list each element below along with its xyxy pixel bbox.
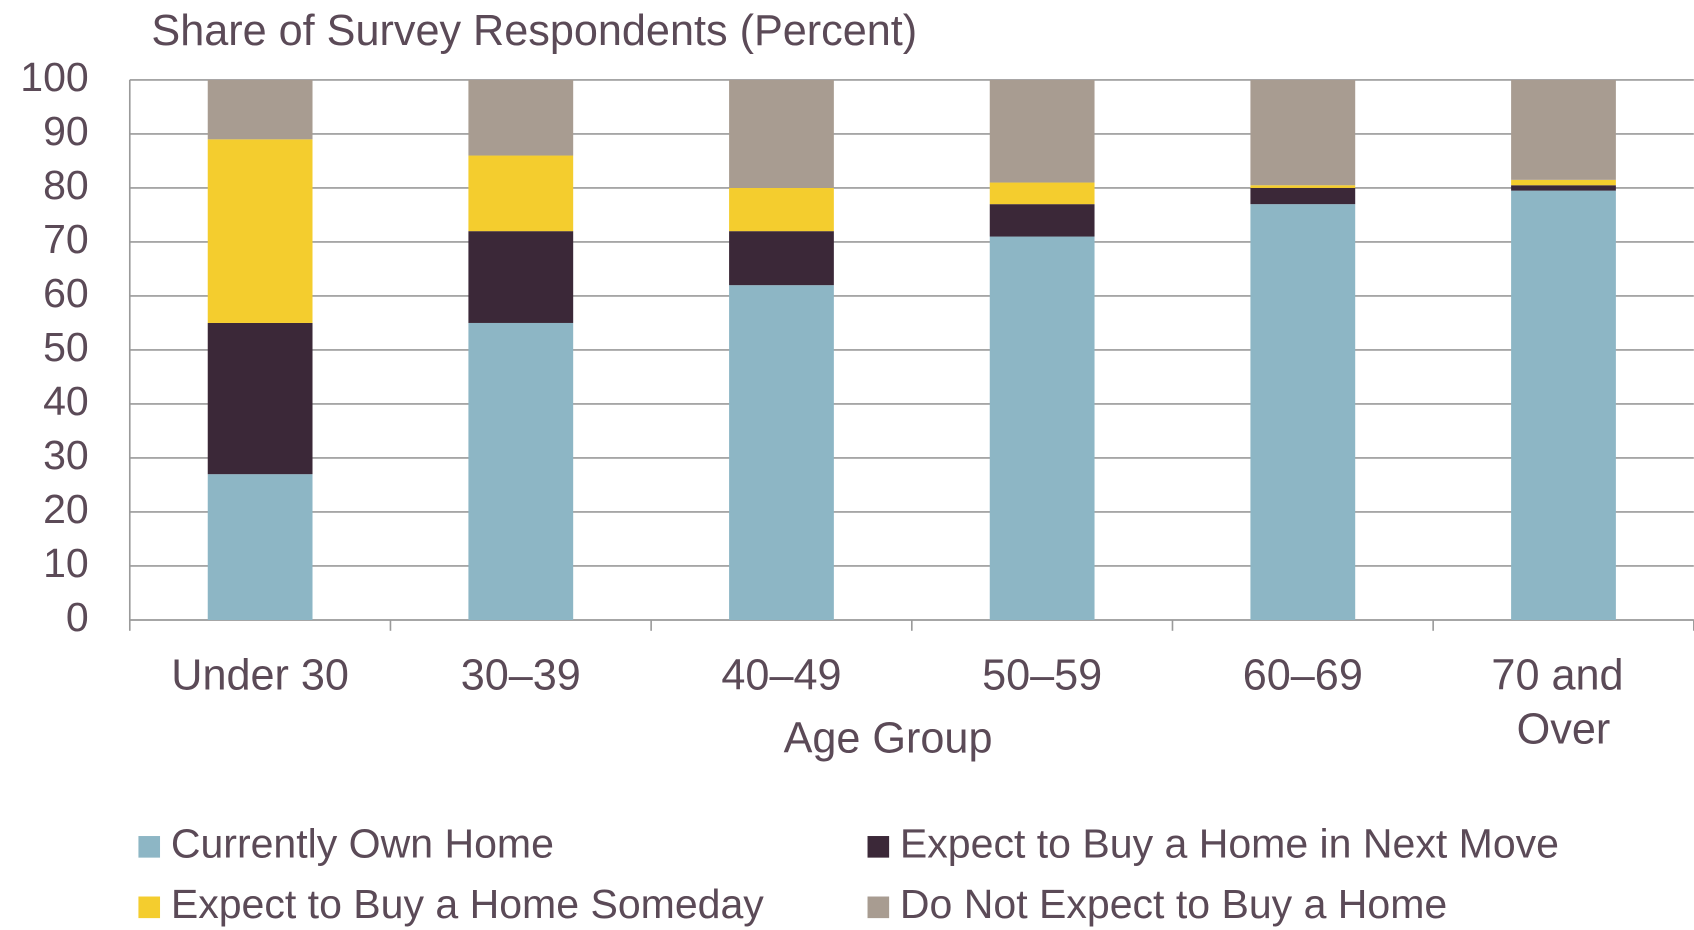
x-tick-label: 50–59	[982, 652, 1102, 700]
bar-segment	[468, 322, 574, 620]
y-tick-label: 70	[43, 216, 89, 262]
y-tick-label: 50	[43, 324, 89, 370]
bar-segment	[207, 474, 313, 620]
y-tick-label: 30	[43, 432, 89, 478]
bar-segment	[1511, 185, 1616, 191]
bar-segment	[729, 187, 834, 232]
bar-segment	[729, 231, 834, 286]
bar-segment	[1250, 185, 1356, 188]
bar-segment	[989, 79, 1095, 183]
bar-segment	[468, 155, 574, 232]
legend-swatch	[138, 836, 161, 858]
bar-segment	[729, 285, 834, 620]
legend-label: Do Not Expect to Buy a Home	[900, 881, 1447, 927]
bar-segment	[989, 236, 1095, 620]
bar-segment	[1250, 187, 1356, 205]
bar-segment	[207, 322, 313, 475]
y-tick-label: 80	[43, 162, 89, 208]
legend-label: Expect to Buy a Home Someday	[171, 881, 764, 927]
bar-segment	[1511, 79, 1616, 180]
y-tick-label: 90	[43, 108, 89, 154]
x-tick-label: 70 and Over	[1491, 652, 1635, 754]
y-tick-label: 100	[20, 54, 88, 100]
y-tick-label: 40	[43, 378, 89, 424]
bar-segment	[1511, 190, 1616, 620]
bar-segment	[468, 231, 574, 323]
legend-swatch	[138, 896, 161, 919]
legend-label: Currently Own Home	[171, 821, 554, 867]
x-tick-label: Under 30	[171, 652, 349, 700]
bar-segment	[989, 204, 1095, 237]
y-tick-label: 0	[66, 594, 89, 640]
x-tick-label: 60–69	[1243, 652, 1363, 700]
x-tick-label: 30–39	[461, 652, 581, 700]
bar-segment	[468, 79, 574, 156]
x-axis-label: Age Group	[784, 714, 993, 762]
legend-swatch	[867, 896, 890, 919]
bar-segment	[1250, 79, 1356, 186]
bar-segment	[729, 79, 834, 188]
bar-segment	[207, 79, 313, 140]
bar-segment	[989, 182, 1095, 205]
x-tick-label: 40–49	[721, 652, 841, 700]
y-tick-label: 60	[43, 270, 89, 316]
y-tick-label: 20	[43, 486, 89, 532]
bar-segment	[207, 139, 313, 323]
bar-segment	[1250, 204, 1356, 620]
legend-label: Expect to Buy a Home in Next Move	[900, 821, 1559, 867]
bar-segment	[1511, 179, 1616, 186]
legend-swatch	[867, 836, 890, 858]
chart-title: Share of Survey Respondents (Percent)	[151, 7, 917, 55]
y-tick-label: 10	[43, 540, 89, 586]
